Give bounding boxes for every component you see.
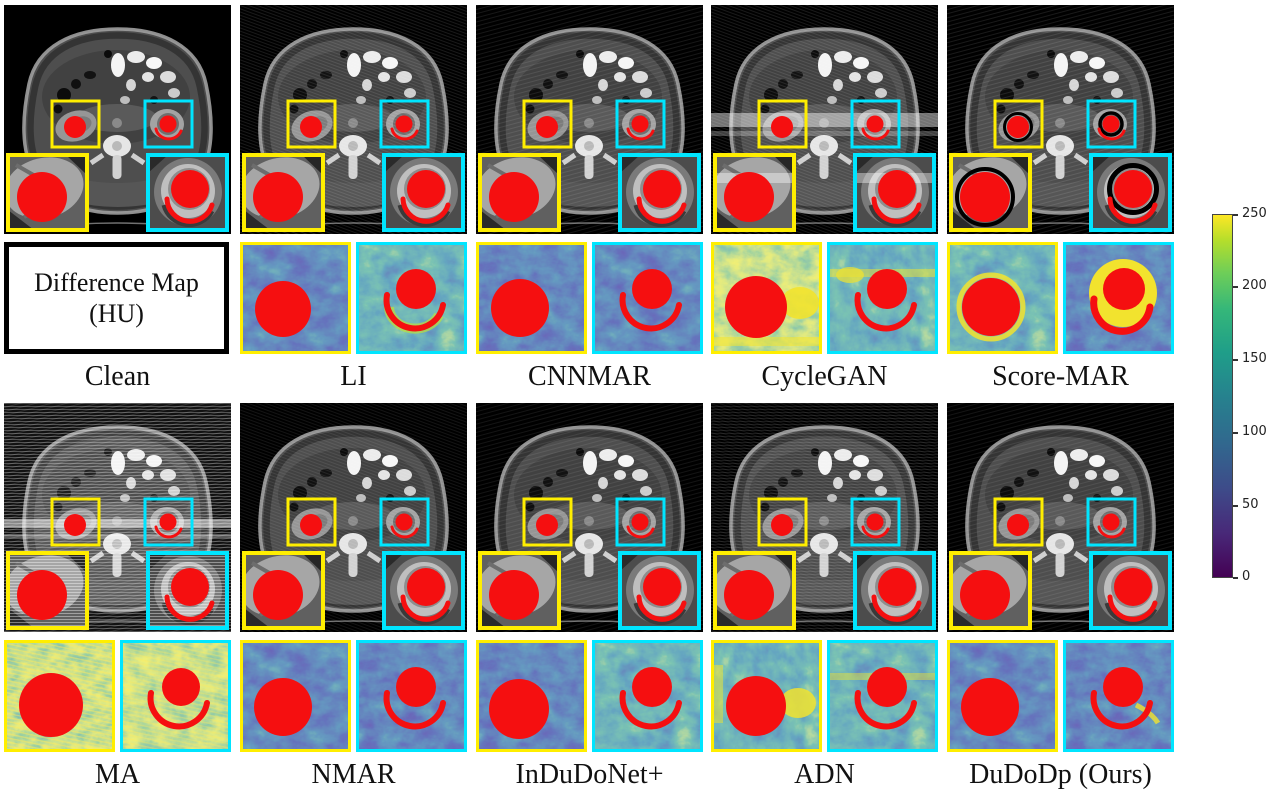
colorbar-tick-0 bbox=[1233, 577, 1238, 579]
ct-image-dudodp bbox=[947, 403, 1174, 632]
diff-map-cyan-indudonet-plus bbox=[592, 640, 703, 752]
ct-image-ma bbox=[4, 403, 231, 632]
colorbar-tick-50 bbox=[1233, 505, 1238, 507]
colorbar-tick-150 bbox=[1233, 359, 1238, 361]
ct-image-cnnmar bbox=[476, 5, 703, 234]
method-label-li: LI bbox=[340, 361, 367, 392]
diff-map-cyan-li bbox=[356, 242, 467, 354]
difference-maps-dudodp bbox=[947, 640, 1174, 752]
panel-clean: Difference Map (HU) Clean bbox=[4, 5, 231, 393]
diff-map-yellow-ma bbox=[4, 640, 115, 752]
ct-image-nmar bbox=[240, 403, 467, 632]
diff-map-yellow-nmar bbox=[240, 640, 351, 752]
diff-map-cyan-dudodp bbox=[1063, 640, 1174, 752]
colorbar-label-50: 50 bbox=[1242, 497, 1259, 513]
panel-dudodp-ours: DuDoDp (Ours) bbox=[947, 403, 1174, 791]
diff-map-yellow-adn bbox=[711, 640, 822, 752]
method-label-score-mar: Score-MAR bbox=[992, 361, 1129, 392]
colorbar-label-150: 150 bbox=[1242, 351, 1267, 367]
method-label-cnnmar: CNNMAR bbox=[528, 361, 651, 392]
panel-score-mar: Score-MAR bbox=[947, 5, 1174, 393]
colorbar-label-0: 0 bbox=[1242, 569, 1251, 585]
colorbar-tick-250 bbox=[1233, 214, 1238, 216]
difference-maps-cyclegan bbox=[711, 242, 938, 354]
difference-map-label-line1: Difference Map bbox=[34, 268, 199, 297]
method-label-clean: Clean bbox=[84, 361, 151, 392]
method-label-cyclegan: CycleGAN bbox=[761, 361, 888, 392]
diff-map-yellow-li bbox=[240, 242, 351, 354]
panel-ma: MA bbox=[4, 403, 231, 791]
panel-nmar: NMAR bbox=[240, 403, 467, 791]
panel-indudonet-plus: InDuDoNet+ bbox=[476, 403, 703, 791]
colorbar-label-100: 100 bbox=[1242, 424, 1267, 440]
colorbar-tick-100 bbox=[1233, 432, 1238, 434]
difference-maps-ma bbox=[4, 640, 231, 752]
difference-maps-cnnmar bbox=[476, 242, 703, 354]
method-label-adn: ADN bbox=[794, 759, 855, 790]
diff-map-cyan-nmar bbox=[356, 640, 467, 752]
diff-map-yellow-score-mar bbox=[947, 242, 1058, 354]
ct-image-clean bbox=[4, 5, 231, 234]
diff-map-yellow-dudodp bbox=[947, 640, 1058, 752]
ct-image-indudonet-plus bbox=[476, 403, 703, 632]
panel-cyclegan: CycleGAN bbox=[711, 5, 938, 393]
diff-map-cyan-ma bbox=[120, 640, 231, 752]
method-label-nmar: NMAR bbox=[311, 759, 396, 790]
difference-maps-score-mar bbox=[947, 242, 1174, 354]
diff-map-cyan-adn bbox=[827, 640, 938, 752]
panel-li: LI bbox=[240, 5, 467, 393]
panel-cnnmar: CNNMAR bbox=[476, 5, 703, 393]
difference-maps-indudonet-plus bbox=[476, 640, 703, 752]
diff-map-cyan-cyclegan bbox=[827, 242, 938, 354]
method-label-indudonet-plus: InDuDoNet+ bbox=[515, 759, 664, 790]
difference-maps-li bbox=[240, 242, 467, 354]
diff-map-cyan-cnnmar bbox=[592, 242, 703, 354]
method-label-dudodp: DuDoDp (Ours) bbox=[969, 759, 1152, 790]
difference-map-label-box: Difference Map (HU) bbox=[4, 242, 229, 354]
ct-image-adn bbox=[711, 403, 938, 632]
colorbar bbox=[1212, 214, 1233, 578]
diff-map-cyan-score-mar bbox=[1063, 242, 1174, 354]
colorbar-label-200: 200 bbox=[1242, 278, 1267, 294]
method-label-ma: MA bbox=[94, 759, 141, 790]
colorbar-tick-200 bbox=[1233, 286, 1238, 288]
diff-map-yellow-cnnmar bbox=[476, 242, 587, 354]
panel-adn: ADN bbox=[711, 403, 938, 791]
difference-maps-nmar bbox=[240, 640, 467, 752]
ct-image-score-mar bbox=[947, 5, 1174, 234]
ct-image-li bbox=[240, 5, 467, 234]
diff-map-yellow-cyclegan bbox=[711, 242, 822, 354]
colorbar-label-250: 250 bbox=[1242, 206, 1267, 222]
ct-image-cyclegan bbox=[711, 5, 938, 234]
difference-maps-adn bbox=[711, 640, 938, 752]
diff-map-yellow-indudonet-plus bbox=[476, 640, 587, 752]
difference-map-label-line2: (HU) bbox=[89, 299, 144, 328]
